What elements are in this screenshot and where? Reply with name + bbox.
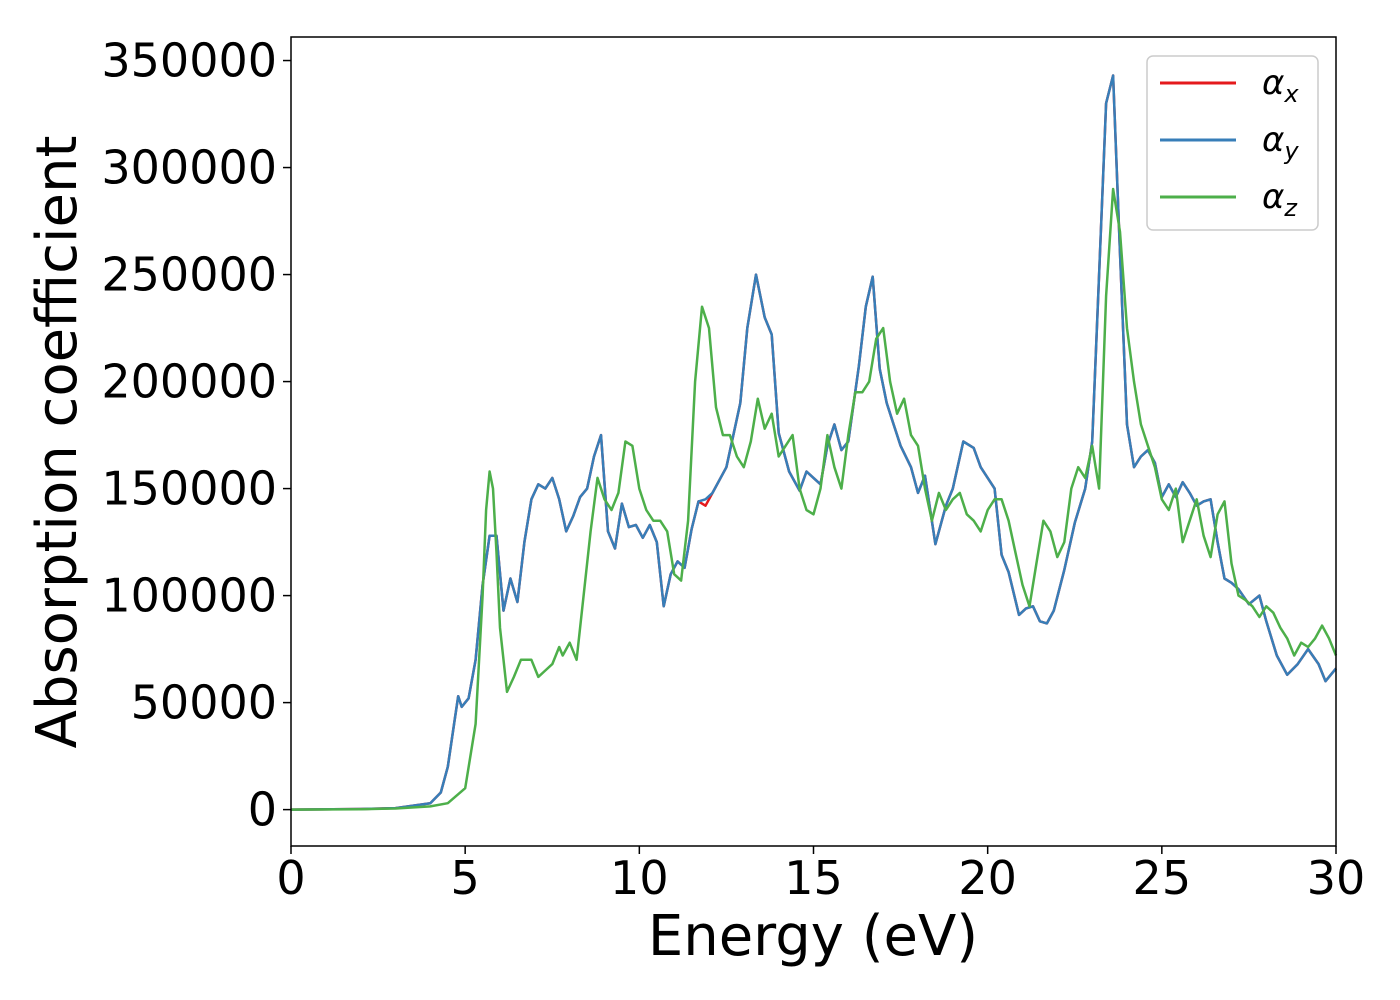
y-tick-label: 0 [248, 783, 277, 837]
series-line-z [290, 187, 1338, 811]
legend-label-z: αz [1262, 177, 1298, 222]
y-tick-label: 300000 [101, 141, 277, 195]
legend-label-y: αy [1262, 120, 1299, 165]
y-axis-title: Absorption coefficient [25, 136, 90, 749]
legend: αx αy αz [1146, 55, 1319, 231]
y-tick-label: 100000 [101, 569, 277, 623]
x-tick-label: 10 [610, 851, 669, 905]
ticks-layer: 0 5 10 15 20 25 30 0 50000 100000 150000 200000 2500… [101, 34, 1365, 905]
x-tick-label: 30 [1307, 851, 1366, 905]
x-tick-label: 5 [451, 851, 480, 905]
x-tick-label: 25 [1133, 851, 1192, 905]
x-tick-label: 20 [958, 851, 1017, 905]
y-tick-label: 200000 [101, 355, 277, 409]
legend-label-x: αx [1262, 63, 1299, 108]
legend-box [1146, 55, 1319, 231]
y-tick-label: 150000 [101, 462, 277, 516]
y-tick-label: 250000 [101, 248, 277, 302]
x-axis-title: Energy (eV) [648, 904, 978, 969]
series-layer [290, 74, 1338, 811]
x-tick-label: 0 [276, 851, 305, 905]
y-tick-label: 50000 [131, 676, 277, 730]
x-tick-label: 15 [784, 851, 843, 905]
y-tick-label: 350000 [101, 34, 277, 88]
